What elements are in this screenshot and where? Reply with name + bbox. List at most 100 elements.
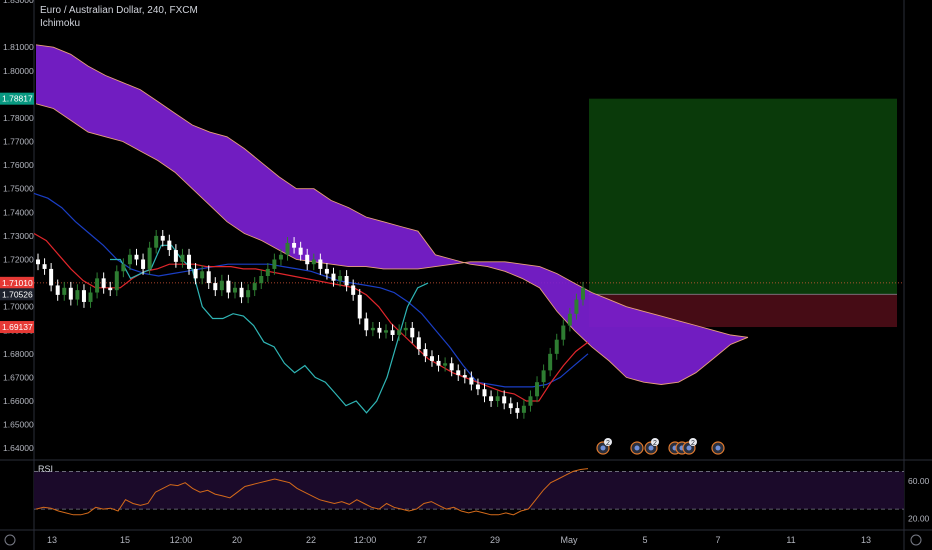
candle-body (567, 313, 572, 326)
event-count-label: 2 (653, 440, 657, 447)
price-label-tag (0, 276, 34, 289)
time-axis[interactable]: 13 15 12:00 20 22 12:00 27 29 May 5 7 11 13 (47, 535, 871, 545)
price-tick-label: 1.80000 (3, 66, 34, 76)
rsi-pane[interactable]: RSI 60.00 20.00 (34, 464, 930, 524)
candle-body (416, 337, 421, 350)
candle-body (180, 254, 185, 262)
axis-corners (4, 534, 922, 546)
event-badges[interactable]: 2 2 2 (596, 438, 725, 455)
candle-body (252, 283, 257, 291)
time-tick-label: 12:00 (170, 535, 193, 545)
candle-body (127, 254, 132, 265)
rsi-tick-label: 20.00 (908, 514, 930, 524)
time-tick-label: May (560, 535, 578, 545)
candle-body (292, 242, 297, 248)
candle-body (101, 278, 106, 288)
candle-body (173, 250, 178, 262)
candle-body (482, 389, 487, 397)
price-label-text: 1.71010 (2, 278, 33, 288)
price-label-text: 1.70526 (2, 289, 33, 299)
kumo-cloud-fill (36, 44, 748, 385)
candle-body (502, 396, 507, 404)
candle-body (311, 259, 316, 265)
candle-body (338, 276, 343, 281)
time-tick-label: 29 (490, 535, 500, 545)
candle-body (397, 330, 402, 335)
candle-body (193, 268, 198, 279)
ichimoku-cloud (35, 44, 749, 385)
event-badge-icon (686, 445, 692, 451)
candle-body (213, 283, 218, 291)
candle-body (548, 353, 553, 371)
candlestick-series[interactable] (36, 230, 585, 419)
candle-body (114, 271, 119, 291)
price-tick-label: 1.65000 (3, 420, 34, 430)
time-tick-label: 13 (861, 535, 871, 545)
candle-body (278, 254, 283, 260)
candle-body (449, 363, 454, 371)
price-tick-label: 1.76000 (3, 160, 34, 170)
zoom-icon (4, 534, 16, 546)
candle-body (81, 290, 86, 302)
candle-body (351, 285, 356, 295)
candle-body (285, 242, 290, 255)
candle-body (561, 325, 566, 340)
candle-body (246, 290, 251, 298)
candle-body (331, 273, 336, 281)
candle-body (42, 264, 47, 269)
senkou-span-b-line (35, 44, 749, 385)
candle-body (265, 268, 270, 276)
candle-body (528, 396, 533, 406)
candle-body (535, 382, 540, 397)
candle-body (423, 349, 428, 357)
candle-body (305, 254, 310, 265)
candle-body (515, 408, 520, 413)
candle-body (141, 259, 146, 269)
candle-body (390, 330, 395, 335)
time-tick-label: 5 (642, 535, 647, 545)
price-tick-label: 1.78000 (3, 113, 34, 123)
candle-body (443, 363, 448, 366)
candle-body (121, 264, 126, 272)
candle-body (49, 268, 54, 286)
long-position-tool[interactable] (34, 98, 904, 328)
candle-body (554, 339, 559, 354)
kijun-sen-line (33, 192, 589, 388)
time-tick-label: 11 (786, 535, 795, 545)
candle-body (167, 240, 172, 251)
price-label-text: 1.78817 (2, 94, 33, 104)
candle-body (206, 271, 211, 284)
indicator-label-ichimoku: Ichimoku (40, 18, 81, 29)
candle-body (226, 280, 231, 293)
candle-body (75, 290, 80, 300)
candle-body (357, 294, 362, 319)
candle-body (259, 276, 264, 284)
candle-body (298, 247, 303, 255)
event-count-label: 2 (606, 440, 610, 447)
candle-body (95, 278, 100, 293)
candle-body (456, 370, 461, 376)
candle-body (384, 330, 389, 333)
price-tick-label: 1.83000 (3, 0, 34, 5)
candle-body (403, 327, 408, 331)
price-axis[interactable]: 1.83000 1.81000 1.80000 1.78000 1.77000 1.760… (0, 0, 34, 453)
candle-body (377, 327, 382, 333)
rsi-indicator-label: RSI (38, 464, 53, 474)
event-count-bubble (651, 438, 659, 446)
price-tick-label: 1.67000 (3, 372, 34, 382)
rsi-band (34, 471, 904, 510)
rsi-line (35, 468, 589, 516)
rsi-tick-label: 60.00 (908, 476, 930, 486)
candle-body (88, 292, 93, 302)
candle-body (232, 287, 237, 293)
candle-body (324, 268, 329, 274)
candle-body (370, 327, 375, 331)
candle-body (239, 287, 244, 298)
time-tick-label: 7 (715, 535, 720, 545)
candle-body (364, 318, 369, 331)
candle-body (160, 235, 165, 241)
candle-body (475, 384, 480, 390)
event-count-bubble (604, 438, 612, 446)
